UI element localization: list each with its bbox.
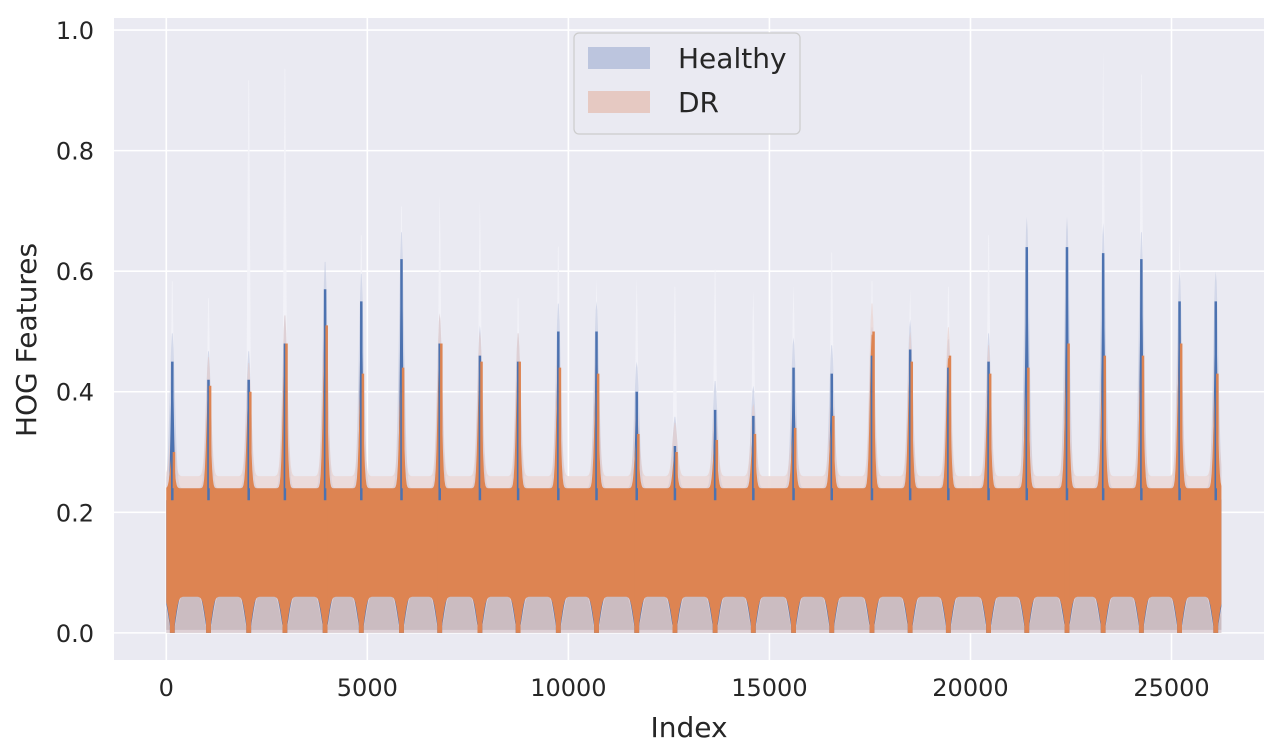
y-tick-label: 0.6 xyxy=(56,258,94,286)
series-dip-dr xyxy=(399,502,404,633)
series-dip-dr xyxy=(945,502,951,633)
series-dip-dr xyxy=(477,502,483,633)
series-dip-dr xyxy=(246,502,252,633)
x-tick-label: 15000 xyxy=(731,674,807,702)
x-tick-label: 0 xyxy=(159,674,174,702)
series-dip-dr xyxy=(1064,502,1070,633)
series-dip-dr xyxy=(791,502,796,633)
y-tick-label: 0.8 xyxy=(56,138,94,166)
legend-swatch-healthy xyxy=(588,47,650,69)
series-dip-dr xyxy=(515,502,521,633)
series-dip-dr xyxy=(358,502,364,633)
series-dip-dr xyxy=(869,502,875,633)
x-tick-label: 20000 xyxy=(932,674,1008,702)
y-tick-label: 0.2 xyxy=(56,499,94,527)
x-tick-label: 10000 xyxy=(530,674,606,702)
x-axis-ticks: 0 5000 10000 15000 20000 25000 xyxy=(159,674,1210,702)
series-dip-dr xyxy=(750,502,756,633)
x-axis-label: Index xyxy=(650,711,727,744)
overlap-low-band xyxy=(166,590,1222,633)
series-dip-dr xyxy=(1177,502,1182,633)
series-dip-dr xyxy=(594,502,599,633)
series-dip-dr xyxy=(712,502,718,633)
series-dip-dr xyxy=(1138,502,1144,633)
y-axis-label: HOG Features xyxy=(10,243,43,437)
series-dip-dr xyxy=(282,502,288,633)
series-dip-dr xyxy=(986,502,991,633)
series-dip-dr xyxy=(672,502,678,633)
y-axis-ticks: 0.0 0.2 0.4 0.6 0.8 1.0 xyxy=(56,17,94,648)
series-dip-dr xyxy=(1024,502,1030,633)
legend: Healthy DR xyxy=(573,32,801,135)
y-tick-label: 1.0 xyxy=(56,17,94,45)
y-tick-label: 0.4 xyxy=(56,379,94,407)
series-dip-dr xyxy=(206,502,211,633)
x-tick-label: 25000 xyxy=(1133,674,1209,702)
series-dip-dr xyxy=(634,502,640,633)
x-tick-label: 5000 xyxy=(337,674,398,702)
legend-label-dr: DR xyxy=(678,86,719,119)
y-tick-label: 0.0 xyxy=(56,620,94,648)
series-dip-dr xyxy=(829,502,835,633)
series-dip-dr xyxy=(555,502,561,633)
series-dip-dr xyxy=(907,502,913,633)
legend-label-healthy: Healthy xyxy=(678,42,787,75)
series-dip-dr xyxy=(169,502,175,633)
series-dip-dr xyxy=(1213,502,1219,633)
series-area-dr xyxy=(166,328,1222,633)
series-dip-dr xyxy=(322,502,328,633)
series-dip-dr xyxy=(1100,502,1106,633)
legend-swatch-dr xyxy=(588,91,650,113)
series-dip-dr xyxy=(437,502,443,633)
series-layer xyxy=(166,48,1222,633)
